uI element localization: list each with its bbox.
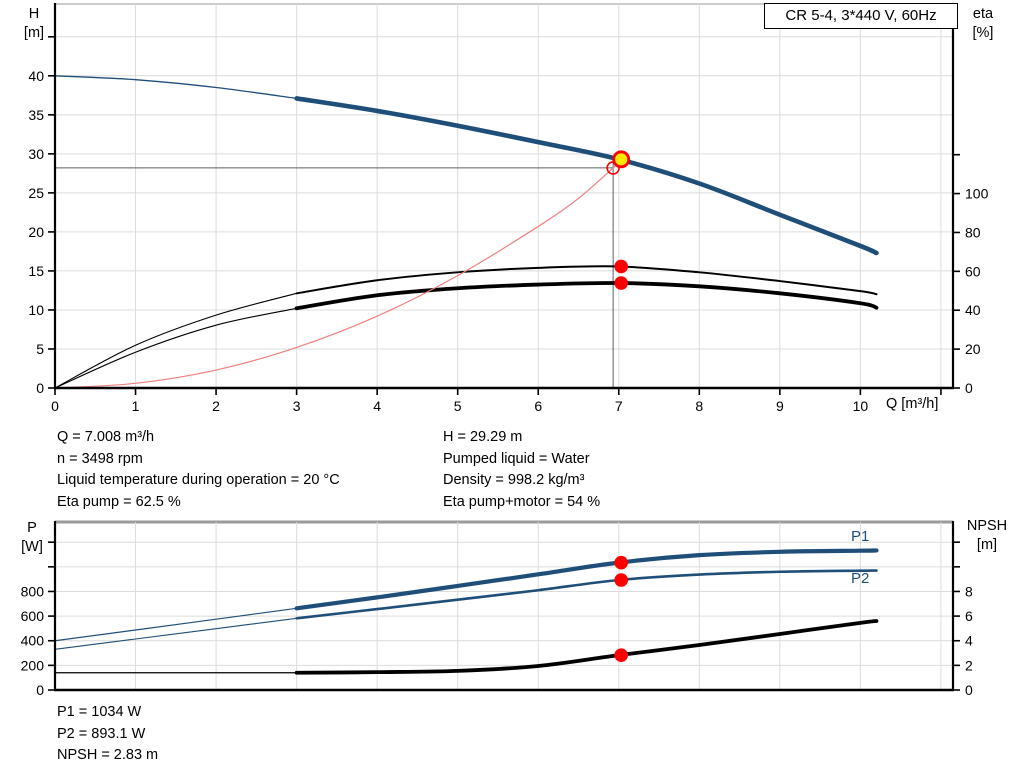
info-p2: P2 = 893.1 W: [57, 725, 146, 742]
duty-info-left-column: Q = 7.008 m³/h n = 3498 rpm Liquid tempe…: [57, 427, 340, 513]
right-tick-label: 40: [965, 302, 981, 318]
eta-axis-title-symbol: eta: [972, 6, 994, 22]
eta-axis-title: eta [%]: [962, 5, 1004, 43]
info-q: Q = 7.008 m³/h: [57, 429, 155, 445]
left-tick-label: 0: [36, 380, 44, 396]
x-tick-label: 3: [293, 398, 301, 414]
left-tick-label: 600: [21, 608, 45, 624]
npsh-axis-title-symbol: NPSH: [966, 518, 1008, 534]
eta-pump-motor-curve: [294, 281, 879, 311]
right-tick-label: 6: [965, 608, 973, 624]
p2-curve-label: P2: [851, 570, 870, 587]
info-liquid-temp: Liquid temperature during operation = 20…: [57, 472, 340, 488]
left-tick-label: 10: [28, 302, 44, 318]
power-axis-title-symbol: P: [27, 520, 37, 536]
right-tick-label: 0: [965, 380, 973, 396]
p2-curve: [295, 569, 878, 620]
info-speed: n = 3498 rpm: [57, 450, 143, 467]
power-chart: 0 200 400 600 800 0 2 4 6 8: [21, 520, 973, 698]
left-tick-label: 400: [21, 633, 45, 649]
head-left-axis-title-symbol: H: [28, 6, 40, 22]
eta-pump-motor-curve-extension: [54, 307, 297, 389]
left-tick-label: 20: [28, 224, 44, 240]
info-eta-pump: Eta pump = 62.5 %: [57, 493, 181, 510]
x-tick-label: 6: [534, 398, 542, 414]
left-tick-label: 35: [28, 107, 44, 123]
right-tick-label: 20: [965, 341, 981, 357]
p2-dot[interactable]: [614, 573, 628, 587]
head-chart: 0 5 10 15 20 25 30 35 40 0 20 40 60 80 100 0 1 2 3 4 5 6 7 8 9 10: [28, 3, 989, 414]
right-tick-label: 0: [965, 682, 973, 698]
left-tick-label: 25: [28, 185, 44, 201]
power-axis-title-unit: [W]: [21, 539, 43, 555]
eta-pump-dot[interactable]: [614, 259, 628, 274]
npsh-dot[interactable]: [614, 648, 628, 662]
left-tick-label: 40: [28, 68, 44, 84]
pump-curve-extension: [54, 75, 297, 100]
system-curve: [54, 158, 622, 389]
duty-info-right-column: H = 29.29 m Pumped liquid = Water Densit…: [443, 427, 600, 513]
left-tick-label: 0: [36, 682, 44, 698]
pump-curve: [294, 96, 879, 256]
left-tick-label: 30: [28, 146, 44, 162]
pump-model-title: CR 5-4, 3*440 V, 60Hz: [764, 3, 958, 29]
p1-dot[interactable]: [614, 555, 628, 570]
info-eta-pump-motor: Eta pump+motor = 54 %: [443, 493, 601, 510]
right-tick-label: 60: [965, 263, 981, 279]
eta-axis-title-unit: [%]: [972, 25, 994, 41]
head-left-axis-title: H [m]: [16, 5, 52, 43]
x-tick-label: 9: [776, 398, 784, 414]
p1-curve-label: P1: [851, 528, 870, 545]
p2-curve-extension: [54, 617, 297, 650]
x-tick-label: 0: [51, 398, 59, 414]
x-tick-label: 10: [853, 398, 869, 414]
x-tick-label: 2: [212, 398, 220, 414]
duty-point[interactable]: [612, 150, 631, 169]
right-tick-label: 80: [965, 224, 981, 240]
x-tick-label: 5: [454, 398, 462, 414]
x-axis-title: Q [m³/h]: [886, 396, 939, 412]
npsh-axis-title-unit: [m]: [976, 537, 998, 553]
right-tick-label: 4: [965, 633, 973, 649]
left-tick-label: 5: [36, 341, 44, 357]
eta-pump-motor-dot[interactable]: [614, 276, 628, 290]
info-density: Density = 998.2 kg/m³: [443, 472, 585, 488]
x-tick-label: 4: [373, 398, 381, 414]
right-tick-label: 2: [965, 657, 973, 673]
p1-curve-extension: [54, 607, 297, 642]
eta-pump-curve-extension: [54, 292, 297, 389]
right-tick-label: 100: [965, 186, 989, 202]
left-tick-label: 800: [21, 583, 45, 599]
power-info-column: P1 = 1034 W P2 = 893.1 W NPSH = 2.83 m: [57, 702, 158, 767]
power-axis-title: P [W]: [14, 519, 50, 557]
npsh-axis-title: NPSH [m]: [956, 517, 1018, 555]
info-head: H = 29.29 m: [443, 429, 523, 445]
head-left-axis-title-unit: [m]: [23, 25, 45, 41]
left-tick-label: 200: [21, 657, 45, 673]
x-tick-label: 8: [695, 398, 703, 414]
x-tick-label: 1: [132, 398, 140, 414]
info-npsh: NPSH = 2.83 m: [57, 747, 159, 763]
left-tick-label: 15: [28, 263, 44, 279]
p1-curve: [294, 548, 879, 611]
info-pumped-liquid: Pumped liquid = Water: [443, 450, 590, 467]
info-p1: P1 = 1034 W: [57, 704, 142, 720]
x-tick-label: 7: [615, 398, 623, 414]
right-tick-label: 8: [965, 583, 973, 599]
